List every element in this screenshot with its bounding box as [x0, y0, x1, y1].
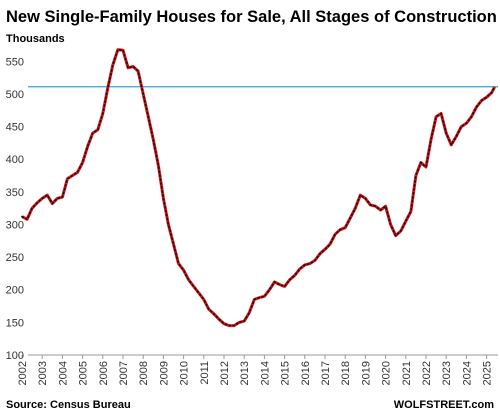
x-tick-label: 2023	[441, 361, 453, 385]
x-tick-label: 2014	[259, 361, 271, 385]
x-tick-label: 2004	[57, 361, 69, 385]
x-tick-label: 2012	[219, 361, 231, 385]
chart-title: New Single-Family Houses for Sale, All S…	[6, 8, 497, 26]
x-tick-label: 2010	[179, 361, 191, 385]
y-tick-label: 250	[6, 252, 24, 264]
y-tick-label: 200	[6, 285, 24, 297]
y-tick-label: 100	[6, 350, 24, 362]
y-tick-label: 150	[6, 317, 24, 329]
x-tick-label: 2016	[300, 361, 312, 385]
y-tick-label: 450	[6, 122, 24, 134]
x-tick-label: 2008	[138, 361, 150, 385]
y-tick-label: 500	[6, 89, 24, 101]
x-tick-label: 2005	[78, 361, 90, 385]
x-tick-label: 2015	[280, 361, 292, 385]
x-tick-label: 2020	[381, 361, 393, 385]
x-tick-label: 2003	[37, 361, 49, 385]
data-line-dots	[21, 48, 496, 327]
x-tick-label: 2025	[482, 361, 494, 385]
x-tick-label: 2017	[320, 361, 332, 385]
x-tick-label: 2002	[17, 361, 29, 385]
x-tick-label: 2018	[340, 361, 352, 385]
source: Source: Census Bureau	[6, 399, 131, 411]
x-tick-label: 2011	[199, 361, 211, 385]
x-tick-label: 2022	[421, 361, 433, 385]
y-tick-label: 550	[6, 56, 24, 68]
x-tick-label: 2013	[239, 361, 251, 385]
x-tick-label: 2024	[461, 361, 473, 385]
y-tick-label: 400	[6, 154, 24, 166]
x-tick-label: 2009	[158, 361, 170, 385]
data-line	[21, 48, 497, 328]
chart-subtitle: Thousands	[6, 33, 65, 45]
x-tick-label: 2006	[98, 361, 110, 385]
y-tick-label: 300	[6, 219, 24, 231]
y-tick-label: 350	[6, 187, 24, 199]
watermark: WOLFSTREET.com	[394, 399, 494, 411]
x-tick-label: 2021	[401, 361, 413, 385]
x-tick-label: 2007	[118, 361, 130, 385]
x-tick-label: 2019	[360, 361, 372, 385]
